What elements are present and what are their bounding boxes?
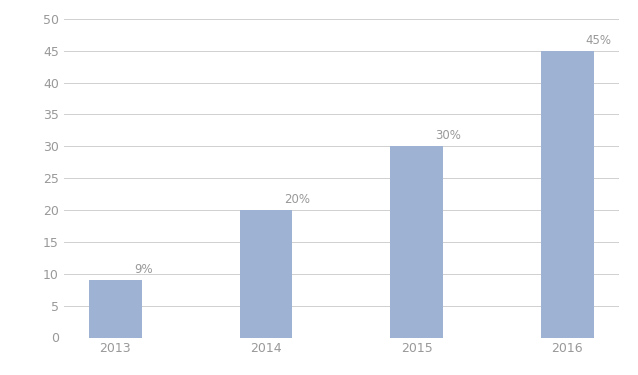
Text: 30%: 30% [435, 129, 461, 142]
Text: 45%: 45% [586, 34, 612, 47]
Bar [89, 280, 142, 338]
Bar [240, 210, 292, 338]
Bar [541, 51, 593, 338]
Text: 9%: 9% [134, 263, 152, 276]
Text: 20%: 20% [285, 193, 311, 206]
Bar [390, 146, 443, 338]
